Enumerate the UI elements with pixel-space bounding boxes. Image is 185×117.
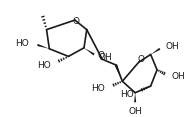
- Text: OH: OH: [172, 72, 185, 81]
- Polygon shape: [84, 48, 95, 55]
- Text: OH: OH: [128, 107, 142, 116]
- Text: O: O: [137, 55, 144, 64]
- Text: O: O: [98, 51, 105, 60]
- Text: HO: HO: [120, 90, 134, 99]
- Polygon shape: [37, 44, 49, 49]
- Polygon shape: [115, 64, 122, 81]
- Text: HO: HO: [16, 39, 29, 48]
- Text: HO: HO: [37, 61, 51, 70]
- Text: O: O: [72, 16, 79, 26]
- Text: OH: OH: [99, 53, 112, 62]
- Polygon shape: [151, 48, 160, 55]
- Polygon shape: [134, 93, 136, 102]
- Text: HO: HO: [91, 84, 105, 93]
- Text: OH: OH: [165, 42, 179, 51]
